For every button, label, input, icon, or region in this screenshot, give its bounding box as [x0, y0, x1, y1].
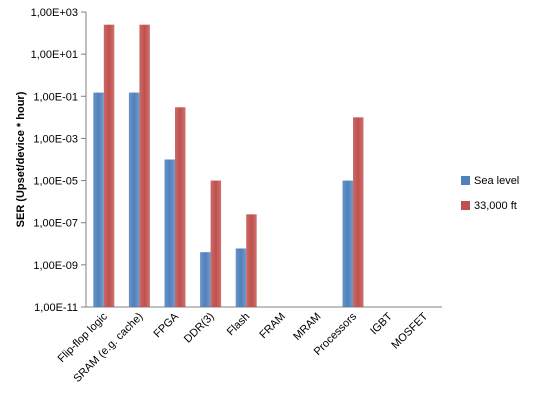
x-tick-label: FRAM — [257, 311, 288, 342]
x-tick-label: FPGA — [151, 310, 181, 340]
y-tick-label: 1,00E-03 — [33, 133, 78, 145]
bar-sea-level — [128, 92, 140, 307]
x-tick-label: DDR(3) — [182, 311, 217, 346]
x-tick-label: SRAM (e.g. cache) — [71, 311, 145, 385]
legend-label: 33,000 ft — [474, 200, 517, 212]
y-tick-label: 1,00E+01 — [31, 49, 78, 61]
x-tick-label: MRAM — [291, 311, 323, 343]
bar-33000-ft — [175, 107, 186, 307]
bars — [93, 24, 364, 307]
bar-sea-level — [200, 252, 211, 307]
legend-swatch — [461, 176, 470, 185]
bar-33000-ft — [246, 214, 257, 307]
bar-sea-level — [164, 159, 175, 307]
x-tick-label: MOSFET — [389, 310, 430, 351]
bar-sea-level — [235, 248, 247, 307]
bar-33000-ft — [103, 24, 115, 307]
x-tick-label: IGBT — [368, 310, 395, 337]
y-tick-label: 1,00E-01 — [33, 91, 78, 103]
bar-33000-ft — [353, 117, 364, 307]
y-tick-label: 1,00E-07 — [33, 218, 78, 230]
legend-label: Sea level — [474, 175, 519, 187]
legend-swatch — [461, 201, 470, 210]
legend: Sea level 33,000 ft — [461, 175, 519, 212]
y-ticks: 1,00E-11 1,00E-09 1,00E-07 1,00E-05 1,00E-03… — [31, 7, 86, 314]
bar-33000-ft — [139, 24, 150, 307]
x-tick-label: Flash — [225, 311, 253, 339]
y-tick-label: 1,00E-05 — [33, 176, 78, 188]
y-tick-label: 1,00E-11 — [34, 302, 78, 314]
y-tick-label: 1,00E-09 — [33, 260, 78, 272]
bar-sea-level — [342, 180, 353, 307]
bar-sea-level — [93, 92, 104, 307]
y-axis-title: SER (Upset/device * hour) — [15, 91, 27, 227]
y-tick-label: 1,00E+03 — [31, 7, 78, 19]
bar-33000-ft — [210, 180, 222, 307]
